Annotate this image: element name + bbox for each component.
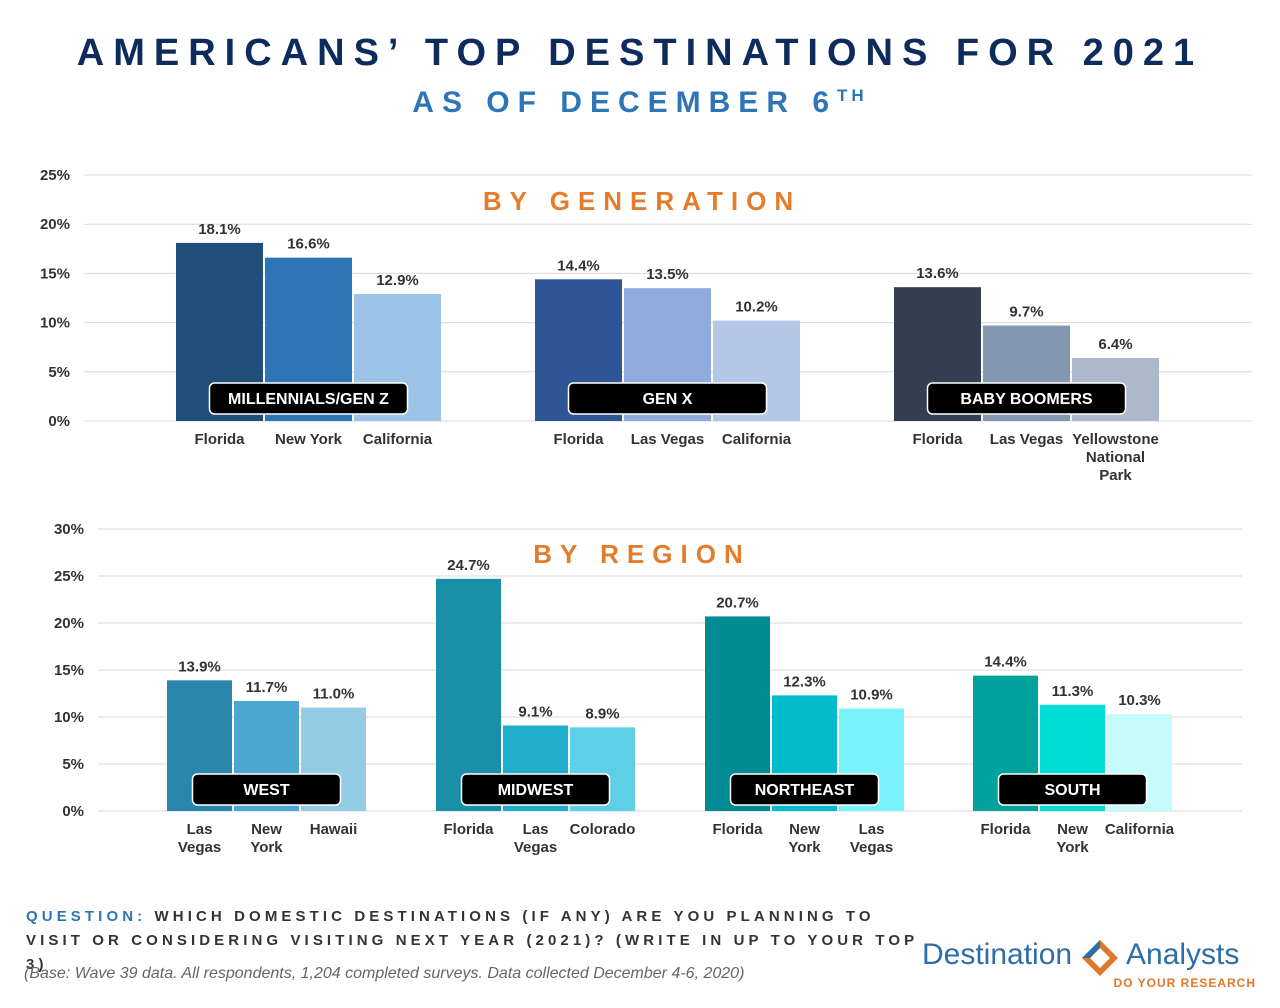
y-tick-label: 10% [54, 709, 84, 726]
x-category-label: York [788, 839, 821, 856]
y-tick-label: 25% [54, 568, 84, 585]
x-category-label: California [722, 431, 792, 448]
data-label: 16.6% [287, 236, 330, 253]
x-category-label: Florida [443, 821, 494, 838]
data-label: 11.0% [313, 686, 355, 703]
data-label: 10.3% [1118, 692, 1161, 709]
x-category-label: New York [275, 431, 343, 448]
destination-analysts-logo: Destination Analysts DO YOUR RESEARCH [922, 936, 1262, 996]
x-category-label: Vegas [178, 839, 221, 856]
y-tick-label: 5% [48, 364, 70, 381]
data-label: 8.9% [585, 705, 619, 722]
y-tick-label: 15% [40, 265, 70, 282]
logo-word-analysts: Analysts [1126, 938, 1240, 971]
x-category-label: Florida [194, 431, 245, 448]
data-label: 13.6% [916, 265, 959, 282]
data-label: 11.7% [246, 679, 288, 696]
y-tick-label: 0% [62, 803, 84, 820]
bar [436, 578, 501, 811]
data-label: 24.7% [447, 557, 490, 574]
question-text: QUESTION: WHICH DOMESTIC DESTINATIONS (I… [26, 905, 926, 977]
data-label: 12.3% [783, 673, 826, 690]
y-tick-label: 5% [62, 756, 84, 773]
data-label: 10.2% [735, 299, 778, 316]
data-label: 18.1% [198, 221, 241, 238]
x-category-label: Park [1099, 467, 1132, 484]
x-category-label: New [1057, 821, 1088, 838]
group-badge [997, 773, 1148, 806]
group-badge-label: BABY BOOMERS [960, 391, 1092, 408]
data-label: 13.5% [646, 266, 689, 283]
x-category-label: Colorado [570, 821, 636, 838]
x-category-label: Vegas [850, 839, 893, 856]
y-tick-label: 15% [54, 662, 84, 679]
data-label: 6.4% [1098, 336, 1132, 353]
logo-diamond-icon [1082, 940, 1118, 976]
x-category-label: York [1056, 839, 1089, 856]
group-badge [191, 773, 342, 806]
x-category-label: Florida [712, 821, 763, 838]
x-category-label: California [1105, 821, 1175, 838]
group-badge-label: NORTHEAST [755, 782, 855, 799]
data-label: 14.4% [984, 654, 1027, 671]
data-label: 9.7% [1009, 304, 1043, 321]
x-category-label: Las [859, 821, 885, 838]
chart-subtitle: AS OF DECEMBER 6TH [0, 86, 1280, 120]
question-body: WHICH DOMESTIC DESTINATIONS (IF ANY) ARE… [26, 908, 918, 973]
x-category-label: Yellowstone [1072, 431, 1159, 448]
subtitle-superscript: TH [837, 86, 868, 105]
x-category-label: Hawaii [310, 821, 358, 838]
y-tick-label: 10% [40, 315, 70, 332]
y-tick-label: 20% [40, 216, 70, 233]
x-category-label: National [1086, 449, 1145, 466]
x-category-label: Las Vegas [990, 431, 1063, 448]
section-title: BY GENERATION [483, 186, 801, 216]
group-badge [729, 773, 880, 806]
y-tick-label: 0% [48, 413, 70, 430]
x-category-label: York [250, 839, 283, 856]
x-category-label: California [363, 431, 433, 448]
group-badge-label: WEST [243, 782, 289, 799]
chart-title: AMERICANS’ TOP DESTINATIONS FOR 2021 [76, 32, 1204, 74]
x-category-label: Las Vegas [631, 431, 704, 448]
logo-word-destination: Destination [922, 938, 1073, 971]
y-tick-label: 30% [54, 521, 84, 538]
y-tick-label: 25% [40, 167, 70, 184]
x-category-label: Florida [980, 821, 1031, 838]
x-category-label: New [251, 821, 282, 838]
question-label: QUESTION: [26, 908, 147, 925]
x-category-label: Las [187, 821, 213, 838]
group-badge [460, 773, 611, 806]
group-badge-label: MIDWEST [498, 782, 574, 799]
x-category-label: Vegas [514, 839, 557, 856]
base-note: (Base: Wave 39 data. All respondents, 1,… [24, 965, 745, 982]
group-badge-label: MILLENNIALS/GEN Z [228, 391, 389, 408]
subtitle-text: AS OF DECEMBER 6 [412, 86, 838, 119]
group-badge [567, 382, 768, 415]
logo-tagline: DO YOUR RESEARCH [1113, 976, 1256, 990]
group-badge-label: SOUTH [1045, 782, 1101, 799]
y-tick-label: 20% [54, 615, 84, 632]
data-label: 10.9% [850, 687, 893, 704]
data-label: 20.7% [716, 594, 759, 611]
section-title: BY REGION [533, 539, 750, 569]
x-category-label: Florida [553, 431, 604, 448]
x-category-label: Florida [912, 431, 963, 448]
data-label: 13.9% [178, 658, 221, 675]
group-badge [926, 382, 1127, 415]
x-category-label: New [789, 821, 820, 838]
group-badge-label: GEN X [643, 391, 693, 408]
x-category-label: Las [523, 821, 549, 838]
data-label: 9.1% [518, 703, 552, 720]
data-label: 11.3% [1052, 683, 1094, 700]
data-label: 14.4% [557, 257, 600, 274]
data-label: 12.9% [376, 272, 419, 289]
group-badge [208, 382, 409, 415]
